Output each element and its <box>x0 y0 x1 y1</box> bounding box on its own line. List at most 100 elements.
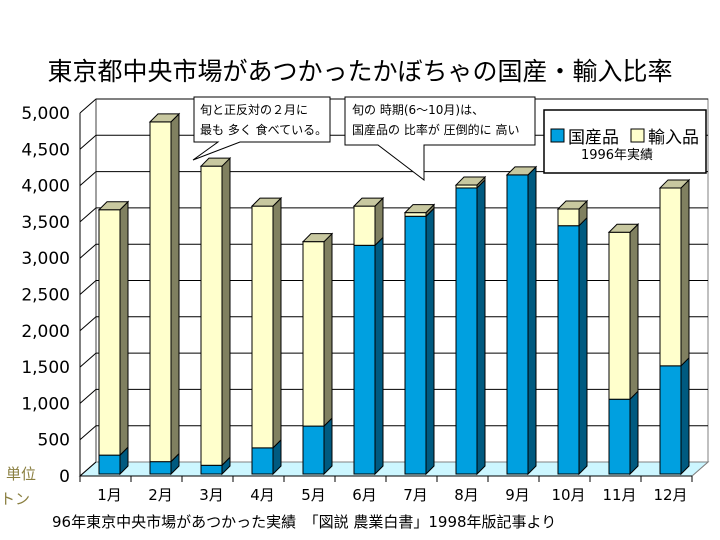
bar-imported-front <box>149 121 172 463</box>
bar-imported <box>608 223 639 401</box>
bar-domestic <box>149 452 180 476</box>
y-tick-label: 0 <box>59 467 70 487</box>
gridline-diagonal <box>79 134 97 150</box>
x-tick-label: 5月 <box>301 486 326 504</box>
bar-domestic-front <box>659 365 682 475</box>
bar-domestic <box>557 216 588 476</box>
gridline-diagonal <box>79 207 97 223</box>
bar-imported-front <box>98 209 121 456</box>
bar-top <box>199 157 232 167</box>
bar-domestic-side <box>578 216 588 476</box>
bar-top <box>556 200 589 210</box>
bar-imported <box>251 196 282 450</box>
bar-domestic <box>455 178 486 476</box>
y-tick-label: 4,500 <box>21 140 70 160</box>
bar-domestic-side <box>680 356 690 476</box>
bar-domestic <box>506 165 537 476</box>
bar-imported <box>353 196 384 247</box>
bar-domestic-side <box>476 178 486 476</box>
bar-domestic <box>251 438 282 476</box>
x-tick-label: 4月 <box>250 486 275 504</box>
unit-label: 単位 <box>6 465 37 483</box>
bar-domestic-front <box>608 398 631 475</box>
gridline-diagonal <box>79 461 97 477</box>
bar-imported-front <box>200 165 223 466</box>
bar-imported-front <box>659 187 682 367</box>
gridline-diagonal <box>79 316 97 332</box>
gridline-diagonal <box>79 98 97 114</box>
x-tick-label: 6月 <box>352 486 377 504</box>
bar-domestic-front <box>506 174 529 475</box>
unit-label-ton: トン <box>0 490 31 508</box>
bar-top <box>607 223 640 233</box>
bar-top <box>301 233 334 243</box>
gridline-diagonal <box>79 280 97 295</box>
legend-swatch-domestic <box>550 128 565 143</box>
bar-domestic-front <box>149 461 172 475</box>
bar-domestic <box>353 236 384 476</box>
bars <box>97 112 691 476</box>
bar-imported-side <box>119 200 129 457</box>
y-tick-label: 2,000 <box>21 322 70 342</box>
y-tick-label: 4,000 <box>21 177 70 197</box>
bar-top <box>403 204 436 214</box>
legend-label-domestic: 国産品 <box>568 128 619 148</box>
gridline-diagonal <box>79 352 97 368</box>
bar-imported-side <box>170 112 180 463</box>
bar-imported-front <box>302 241 325 427</box>
bar-imported-front <box>557 208 580 227</box>
legend-subtitle: 1996年実績 <box>581 147 653 163</box>
bar-imported-side <box>272 196 282 450</box>
x-tick-label: 8月 <box>454 486 479 504</box>
bar-imported-side <box>221 156 231 467</box>
callout-box-february <box>192 96 331 161</box>
bar-domestic-side <box>629 390 639 476</box>
bar-imported <box>98 200 129 457</box>
bar-domestic <box>404 207 435 476</box>
bar-imported-front <box>353 205 376 246</box>
bar-imported-side <box>680 178 690 368</box>
bar-domestic-front <box>353 244 376 475</box>
y-tick-label: 3,000 <box>21 249 70 269</box>
x-tick-label: 12月 <box>653 486 687 504</box>
bar-imported <box>200 156 231 467</box>
bar-domestic <box>659 356 690 476</box>
bar-top <box>658 179 691 189</box>
x-tick-label: 2月 <box>148 486 173 504</box>
bar-top <box>148 113 181 123</box>
y-tick-label: 5,000 <box>21 104 70 124</box>
bar-domestic-front <box>302 425 325 475</box>
bar-domestic-side <box>323 416 333 476</box>
callout-text: 最も 多く 食べている。 <box>200 122 327 137</box>
bar-domestic-front <box>455 187 478 475</box>
x-axis-ticks: 1月 2月 3月 4月 5月 6月 7月 8月 9月 10月 11月 12月 <box>79 476 693 504</box>
gridline-diagonal <box>79 171 97 186</box>
x-tick-label: 1月 <box>97 486 122 504</box>
y-tick-label: 500 <box>38 431 70 451</box>
bar-domestic <box>608 390 639 476</box>
bar-imported <box>149 112 180 463</box>
legend-swatch-imported <box>630 128 645 143</box>
bar-top <box>250 197 283 207</box>
bar-top <box>454 176 487 186</box>
bar-top <box>97 201 130 211</box>
bar-domestic-front <box>200 464 223 475</box>
bar-imported <box>659 178 690 368</box>
y-axis-ticks: 0 500 1,000 1,500 2,000 2,500 3,000 3,500 4,000 4… <box>21 104 70 487</box>
source-footer: 96年東京中央市場があつかった実績 「図説 農業白書」1998年版記事より <box>52 513 557 531</box>
y-tick-label: 1,500 <box>21 358 70 378</box>
x-tick-label: 3月 <box>199 486 224 504</box>
gridline-diagonal <box>79 389 97 404</box>
gridline-diagonal <box>79 425 97 441</box>
callout-text: 国産品の 比率が 圧倒的に 高い <box>352 122 519 137</box>
bar-domestic-side <box>425 207 435 476</box>
y-tick-label: 1,000 <box>21 394 70 414</box>
bar-domestic <box>98 445 129 476</box>
bar-imported-front <box>608 231 631 400</box>
bar-imported-side <box>629 223 639 401</box>
bar-domestic-front <box>98 454 121 475</box>
bar-domestic-side <box>527 165 537 476</box>
